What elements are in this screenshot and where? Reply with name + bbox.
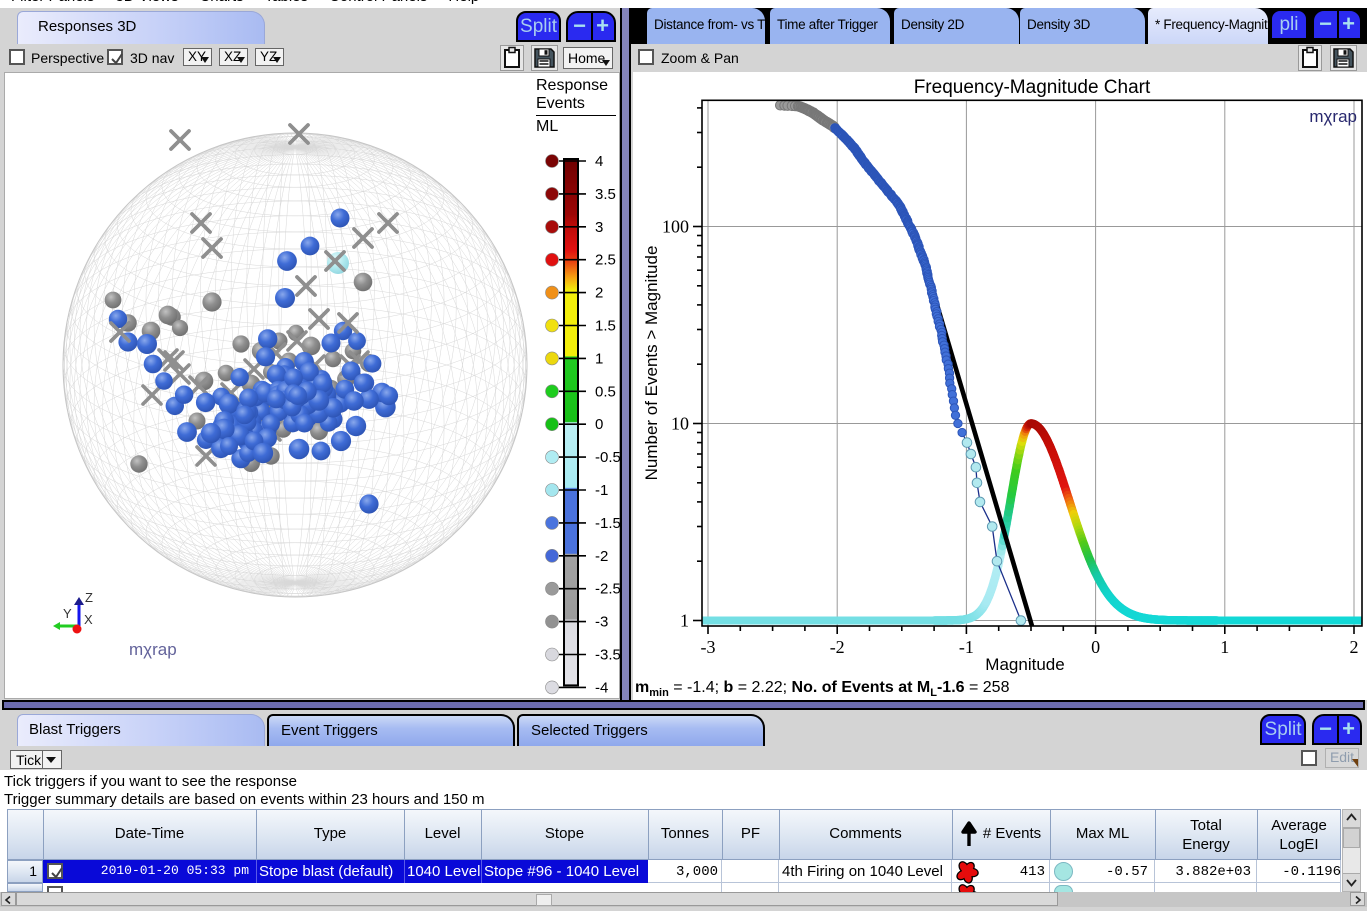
svg-text:mχrap: mχrap bbox=[1309, 107, 1357, 126]
svg-text:Number of Events > Magnitude: Number of Events > Magnitude bbox=[642, 246, 661, 481]
svg-text:2: 2 bbox=[1350, 637, 1359, 657]
svg-text:4: 4 bbox=[595, 153, 603, 170]
svg-text:-1: -1 bbox=[595, 482, 608, 499]
svg-text:-3.5: -3.5 bbox=[595, 647, 621, 664]
svg-text:-4: -4 bbox=[595, 680, 608, 697]
svg-text:-0.5: -0.5 bbox=[595, 449, 621, 466]
svg-text:2.5: 2.5 bbox=[595, 252, 616, 269]
svg-text:Frequency-Magnitude Chart: Frequency-Magnitude Chart bbox=[914, 77, 1151, 98]
svg-text:2: 2 bbox=[595, 285, 603, 302]
svg-text:mχrap: mχrap bbox=[129, 640, 177, 659]
svg-text:Magnitude: Magnitude bbox=[985, 655, 1064, 674]
svg-text:-2: -2 bbox=[595, 548, 608, 565]
svg-text:10: 10 bbox=[671, 414, 689, 434]
svg-text:-1: -1 bbox=[959, 637, 974, 657]
svg-text:-3: -3 bbox=[595, 614, 608, 631]
svg-text:X: X bbox=[84, 612, 93, 627]
svg-text:0: 0 bbox=[1091, 637, 1100, 657]
svg-text:Z: Z bbox=[85, 590, 93, 605]
svg-text:-2: -2 bbox=[830, 637, 845, 657]
svg-text:1: 1 bbox=[680, 611, 689, 631]
svg-text:3.5: 3.5 bbox=[595, 186, 616, 203]
svg-text:-3: -3 bbox=[701, 637, 716, 657]
svg-text:-1.5: -1.5 bbox=[595, 515, 621, 532]
svg-text:1: 1 bbox=[1220, 637, 1229, 657]
svg-text:1.5: 1.5 bbox=[595, 318, 616, 335]
svg-text:Y: Y bbox=[63, 606, 72, 621]
svg-text:3: 3 bbox=[595, 219, 603, 236]
svg-text:0.5: 0.5 bbox=[595, 384, 616, 401]
svg-text:1: 1 bbox=[595, 351, 603, 368]
svg-text:100: 100 bbox=[662, 217, 689, 237]
svg-text:0: 0 bbox=[595, 416, 603, 433]
svg-text:-2.5: -2.5 bbox=[595, 581, 621, 598]
